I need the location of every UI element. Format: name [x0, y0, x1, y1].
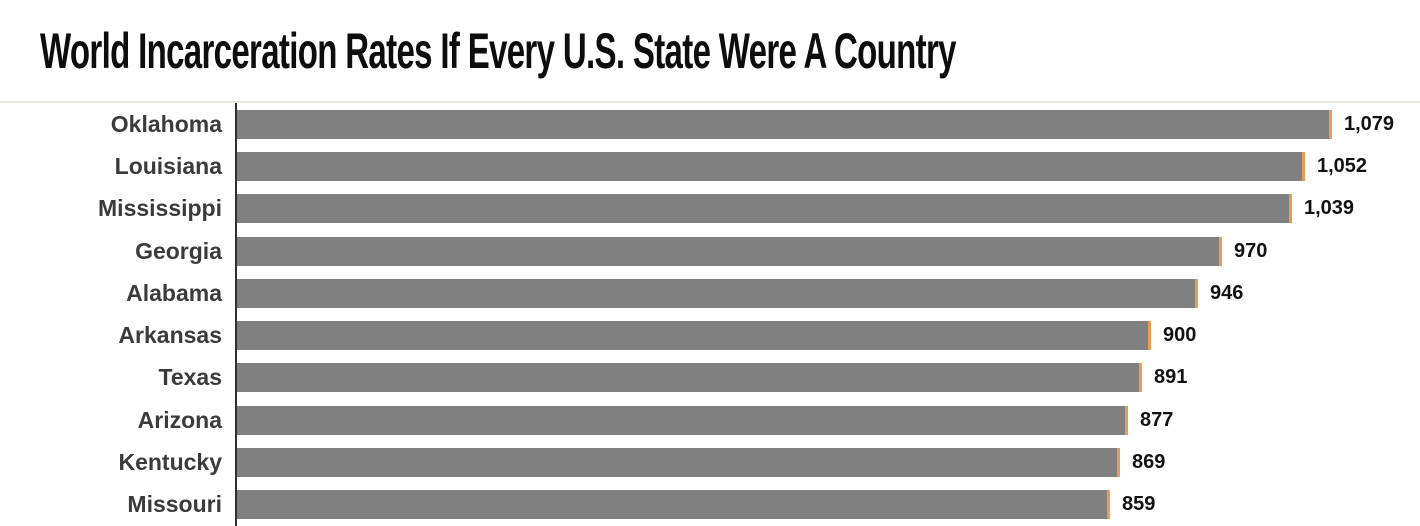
plot-area: 891	[235, 356, 1420, 400]
bar	[237, 490, 1110, 520]
bar-row: Oklahoma 1,079	[0, 103, 1420, 146]
value-label: 859	[1122, 493, 1156, 516]
plot-area: 900	[235, 314, 1420, 357]
bar-row: Missouri 859	[0, 483, 1420, 526]
bar	[237, 236, 1222, 266]
plot-area: 869	[235, 441, 1420, 484]
value-label: 891	[1154, 366, 1188, 389]
bar	[237, 321, 1151, 351]
value-label: 970	[1234, 239, 1268, 262]
value-label: 900	[1163, 324, 1197, 347]
category-label: Arkansas	[118, 322, 222, 349]
bar-row: Arizona 877	[0, 399, 1420, 442]
bar	[237, 151, 1305, 181]
value-label: 869	[1132, 451, 1166, 474]
value-label: 946	[1210, 281, 1244, 304]
plot-area: 970	[235, 229, 1420, 273]
bar-row: Louisiana 1,052	[0, 145, 1420, 188]
bar-row: Mississippi 1,039	[0, 187, 1420, 230]
bar	[237, 448, 1120, 478]
plot-area: 1,052	[235, 145, 1420, 188]
category-label: Arizona	[137, 406, 222, 433]
bar	[237, 363, 1142, 393]
category-label: Missouri	[127, 491, 222, 518]
value-label: 1,079	[1344, 112, 1395, 135]
category-label: Mississippi	[98, 195, 222, 222]
bar-row: Arkansas 900	[0, 314, 1420, 357]
value-label: 877	[1140, 408, 1174, 431]
bar-row: Texas 891	[0, 356, 1420, 400]
bar-chart: Oklahoma 1,079 Louisiana 1,052 Mississip…	[0, 103, 1420, 526]
bar	[237, 405, 1128, 435]
plot-area: 877	[235, 399, 1420, 442]
value-label: 1,039	[1304, 197, 1355, 220]
category-label: Oklahoma	[110, 110, 222, 137]
chart-title: World Incarceration Rates If Every U.S. …	[40, 23, 957, 79]
bar	[237, 109, 1332, 139]
value-label: 1,052	[1317, 154, 1368, 177]
header-divider-line	[0, 101, 1420, 103]
bar-row: Alabama 946	[0, 272, 1420, 315]
bar	[237, 194, 1292, 224]
category-label: Alabama	[126, 279, 222, 306]
plot-area: 1,079	[235, 103, 1420, 146]
plot-area: 1,039	[235, 187, 1420, 230]
bar-row: Kentucky 869	[0, 441, 1420, 484]
category-label: Kentucky	[118, 449, 222, 476]
plot-area: 859	[235, 483, 1420, 526]
plot-area: 946	[235, 272, 1420, 315]
bar	[237, 278, 1198, 308]
bar-row: Georgia 970	[0, 229, 1420, 273]
category-label: Texas	[158, 364, 222, 391]
category-label: Georgia	[135, 237, 222, 264]
category-label: Louisiana	[114, 152, 222, 179]
